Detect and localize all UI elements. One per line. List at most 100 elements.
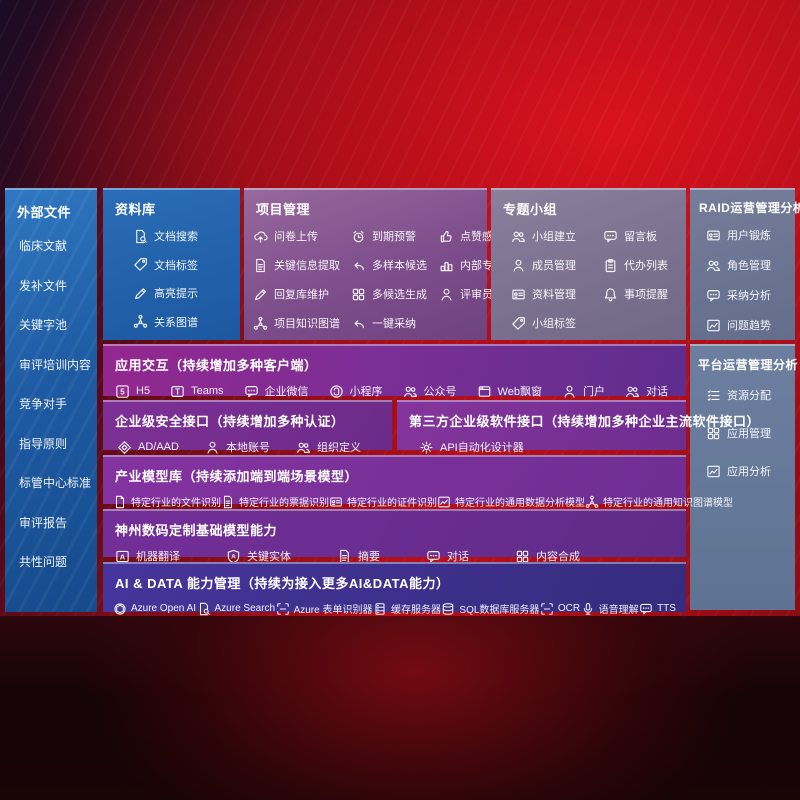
item-label: 小程序 xyxy=(349,386,383,398)
list-item: 审评培训内容 xyxy=(19,356,91,373)
list-item: 关系图谱 xyxy=(133,314,198,330)
list-item: 项目知识图谱 xyxy=(253,315,351,331)
list-item: 问卷上传 xyxy=(253,228,351,244)
panel-title: 神州数码定制基础模型能力 xyxy=(115,523,278,538)
list-item: 关键信息提取 xyxy=(253,257,351,273)
item-label: 项目知识图谱 xyxy=(274,318,340,330)
panel-title: 产业模型库（持续添加端到端场景模型） xyxy=(115,469,359,484)
chart-icon xyxy=(437,495,451,509)
openai-icon xyxy=(113,602,127,616)
external-files-list: 临床文献 发补文件 关键字池 审评培训内容 竞争对手 指导原则 标管中心标准 审评报告 共性问题 xyxy=(5,227,97,570)
item-label: 问题趋势 xyxy=(727,320,771,332)
item-label: 共性问题 xyxy=(19,555,68,569)
scan-icon xyxy=(276,602,290,616)
item-label: 问卷上传 xyxy=(274,231,318,243)
item-label: Azure 表单识别器 xyxy=(293,605,373,616)
panel-title: 企业级安全接口（持续增加多种认证） xyxy=(115,414,345,429)
item-label: 小组标签 xyxy=(532,318,576,330)
item-label: 组织定义 xyxy=(316,442,361,454)
list-item: 特定行业的票据识别 xyxy=(221,494,329,509)
list-item: 采纳分析 xyxy=(706,287,771,303)
app-interaction-panel: 应用交互（持续增加多种客户端） H5 Teams 企业微信 小程序 公众号 Web飘窗 门户… xyxy=(103,344,686,399)
cloud-up-icon xyxy=(253,229,268,244)
list-item: 事项提醒 xyxy=(603,286,680,302)
item-label: 语音理解 xyxy=(598,605,639,616)
item-label: 临床文献 xyxy=(19,239,68,253)
graph-icon xyxy=(253,316,268,331)
item-label: 对话 xyxy=(646,386,668,398)
item-label: 本地账号 xyxy=(225,442,270,454)
chart-icon xyxy=(706,464,721,479)
list-item: 高亮提示 xyxy=(133,285,198,301)
list-item: 特定行业的通用数据分析模型 xyxy=(437,494,585,509)
item-label: 代办列表 xyxy=(624,260,668,272)
capability-map: 外部文件 临床文献 发补文件 关键字池 审评培训内容 竞争对手 指导原则 标管中心标准 审评报… xyxy=(5,188,800,616)
scan-icon xyxy=(540,602,554,616)
panel-title: RAID运营管理分析 xyxy=(699,201,800,215)
special-groups-panel: 专题小组 小组建立 留言板 成员管理 代办列表 资料管理 事项提醒 小组标签 xyxy=(491,188,686,340)
item-label: 事项提醒 xyxy=(624,289,668,301)
db-icon xyxy=(441,602,455,616)
list-item: 应用分析 xyxy=(706,463,771,479)
list-item: 关键实体 xyxy=(226,548,291,564)
item-label: 缓存服务器 xyxy=(390,605,441,616)
chat-icon xyxy=(244,384,259,399)
item-label: 特定行业的通用知识图谱模型 xyxy=(603,498,733,509)
doc-icon xyxy=(113,495,127,509)
item-label: 竞争对手 xyxy=(19,397,68,411)
list-item: 资源分配 xyxy=(706,387,771,403)
list-item: 对话 xyxy=(625,383,668,399)
panel-title: 应用交互（持续增加多种客户端） xyxy=(115,358,318,373)
item-label: 摘要 xyxy=(358,551,380,563)
grid-icon xyxy=(351,287,366,302)
item-label: 成员管理 xyxy=(532,260,576,272)
list-item: 门户 xyxy=(562,383,605,399)
item-label: Azure Search xyxy=(214,603,276,614)
raid-analysis-list: 用户锻炼 角色管理 采纳分析 问题趋势 xyxy=(690,224,795,333)
list-item: 用户锻炼 xyxy=(706,227,771,243)
item-label: 机器翻译 xyxy=(136,551,180,563)
item-label: 内容合成 xyxy=(536,551,580,563)
doc-lines-icon xyxy=(253,258,268,273)
item-label: Azure Open AI xyxy=(131,603,197,614)
list-item: 多样本候选 xyxy=(351,257,439,273)
doc-search-icon xyxy=(197,602,211,616)
reply-icon xyxy=(351,316,366,331)
item-label: SQL数据库服务器 xyxy=(459,605,540,616)
card-icon xyxy=(329,495,343,509)
list-item: 问题趋势 xyxy=(706,317,771,333)
list-item: AD/AAD xyxy=(117,440,179,455)
people-icon xyxy=(706,258,721,273)
item-label: 小组建立 xyxy=(532,231,576,243)
podium-icon xyxy=(439,258,454,273)
item-label: Web飘窗 xyxy=(497,386,542,398)
thirdparty-interface-panel: 第三方企业级软件接口（持续增加多种企业主流软件接口） API自动化设计器 xyxy=(397,400,760,454)
list-item: 多候选生成 xyxy=(351,286,439,302)
item-label: 多候选生成 xyxy=(372,289,427,301)
item-label: 对话 xyxy=(447,551,469,563)
panel-title: 资料库 xyxy=(115,202,156,217)
item-label: 审评培训内容 xyxy=(19,357,92,372)
graph-icon xyxy=(133,314,148,329)
item-label: 关系图谱 xyxy=(154,316,198,329)
list-item: H5 xyxy=(115,384,150,399)
list-item: 内容合成 xyxy=(515,548,580,564)
list-item: 机器翻译 xyxy=(115,548,180,564)
item-label: 一键采纳 xyxy=(372,318,416,330)
list-item: 成员管理 xyxy=(511,257,603,273)
list-item: 小程序 xyxy=(329,383,383,399)
platform-analysis-panel: 平台运营管理分析 资源分配 应用管理 应用分析 xyxy=(690,344,798,610)
list-item: 应用管理 xyxy=(706,425,771,441)
list-item: 语音理解 xyxy=(581,601,639,616)
mini-icon xyxy=(329,384,344,399)
person-icon xyxy=(205,440,220,455)
tag-icon xyxy=(511,316,526,331)
list-item: 发补文件 xyxy=(19,277,67,294)
list-item: 到期预警 xyxy=(351,228,439,244)
item-label: 高亮提示 xyxy=(154,288,198,300)
platform-analysis-list: 资源分配应用管理应用分析 xyxy=(690,381,795,479)
item-label: 文档标签 xyxy=(154,259,198,272)
person-icon xyxy=(511,258,526,273)
item-label: 关键字池 xyxy=(19,318,68,332)
list-item: SQL数据库服务器 xyxy=(441,601,539,616)
